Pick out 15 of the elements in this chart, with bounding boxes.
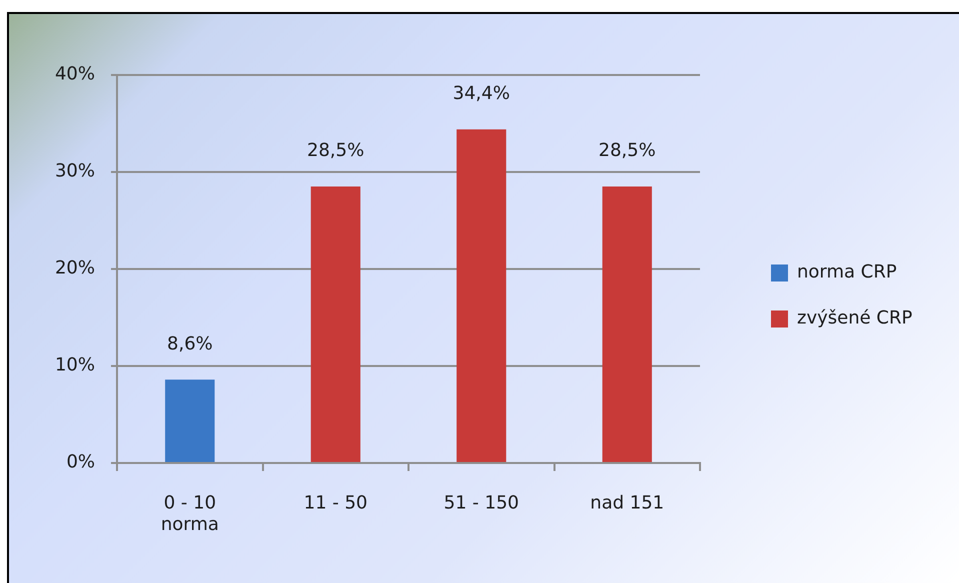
legend-label: zvýšené CRP [797, 308, 912, 329]
data-label: 34,4% [452, 82, 510, 104]
data-label: 28,5% [598, 140, 656, 162]
y-tick-label: 10% [54, 354, 95, 376]
x-tick-label: nad 151 [590, 492, 664, 514]
x-tick-label: 0 - 10 norma [160, 492, 219, 536]
data-label: 8,6% [167, 333, 213, 354]
data-label: 28,5% [307, 140, 364, 162]
legend-label: norma CRP [797, 262, 897, 283]
x-tick-label: 11 - 50 [304, 492, 368, 514]
x-tick-label: 51 - 150 [444, 492, 519, 514]
y-tick-label: 20% [54, 258, 95, 279]
y-tick-label: 30% [54, 160, 95, 182]
y-tick-label: 0% [66, 452, 95, 473]
y-tick-label: 40% [54, 64, 95, 85]
